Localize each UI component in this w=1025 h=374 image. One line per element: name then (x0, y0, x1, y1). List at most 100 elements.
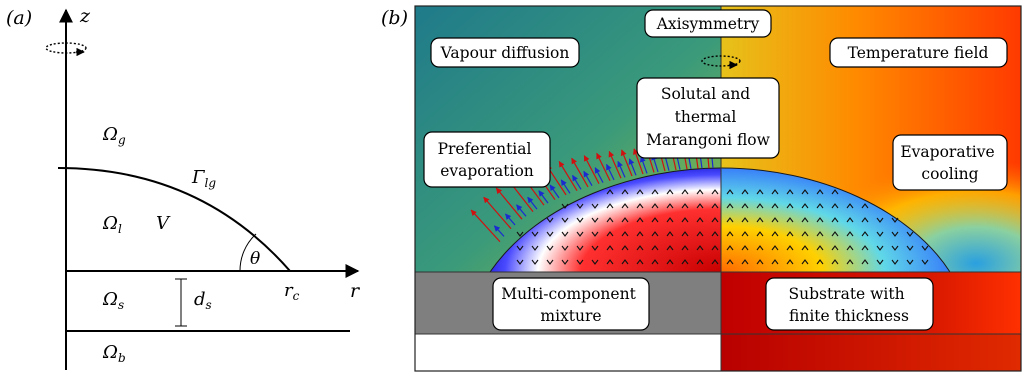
flux-arrow-blue (639, 155, 648, 174)
flow-chevron (816, 203, 824, 209)
flux-arrow-blue (538, 190, 549, 204)
omega-s-label: Ωs (102, 289, 124, 312)
flow-chevron (801, 217, 809, 223)
flow-chevron (636, 245, 644, 251)
flow-chevron (696, 217, 704, 223)
svg-text:Temperature field: Temperature field (848, 44, 989, 62)
flux-arrow-red (571, 157, 589, 188)
flow-chevron (756, 203, 764, 209)
flow-chevron (741, 189, 749, 195)
liquid-gas-interface (57, 167, 291, 272)
flow-chevron (651, 189, 659, 195)
rotation-symbol (45, 42, 87, 54)
panel-a-tag: (a) (6, 7, 32, 29)
omega-l-label: Ωl (102, 213, 122, 236)
flow-chevron (576, 245, 584, 251)
flux-arrow-red (470, 209, 501, 243)
label-multicomponent-mixture: Multi-component mixture (492, 277, 650, 331)
omega-g-label: Ωg (102, 124, 126, 147)
label-vapour-diffusion: Vapour diffusion (430, 37, 580, 68)
flux-arrow-red (583, 155, 600, 184)
flow-chevron (846, 231, 854, 237)
flow-chevron (771, 217, 779, 223)
flow-chevron (546, 245, 554, 251)
base-right (721, 334, 1021, 371)
flow-chevron (606, 203, 614, 209)
flow-chevron (606, 245, 614, 251)
flux-arrow-blue (606, 163, 615, 181)
flow-chevron (666, 231, 674, 237)
thickness-label: ds (194, 289, 212, 312)
flow-chevron (591, 259, 599, 265)
flow-chevron (801, 189, 809, 195)
flow-chevron (741, 259, 749, 265)
svg-text:Preferential evaporati: Preferential evaporation (438, 140, 537, 180)
flux-arrow-red (483, 196, 512, 230)
flow-chevron (666, 259, 674, 265)
flow-chevron (861, 245, 869, 251)
flow-chevron (561, 259, 569, 265)
flow-chevron (531, 259, 539, 265)
flow-chevron (891, 231, 899, 237)
flow-chevron (816, 259, 824, 265)
svg-text:Axisymmetry: Axisymmetry (656, 15, 760, 33)
marangoni-flow-arrows (516, 189, 929, 265)
flow-chevron (801, 203, 809, 209)
flux-arrow-blue (527, 196, 538, 210)
flow-chevron (561, 203, 569, 209)
flow-chevron (741, 245, 749, 251)
flux-arrow-blue (493, 225, 505, 237)
flow-chevron (696, 203, 704, 209)
flow-chevron (846, 217, 854, 223)
flow-chevron (696, 245, 704, 251)
flow-chevron (681, 245, 689, 251)
flow-chevron (876, 245, 884, 251)
flow-chevron (711, 231, 719, 237)
flow-chevron (831, 203, 839, 209)
flow-chevron (606, 189, 614, 195)
flow-chevron (876, 259, 884, 265)
flow-chevron (846, 245, 854, 251)
flow-chevron (726, 259, 734, 265)
flow-chevron (756, 231, 764, 237)
flow-chevron (681, 231, 689, 237)
flow-chevron (861, 259, 869, 265)
flow-chevron (681, 259, 689, 265)
flow-chevron (921, 245, 929, 251)
flow-chevron (921, 259, 929, 265)
flow-chevron (651, 217, 659, 223)
flow-chevron (786, 217, 794, 223)
flow-chevron (711, 259, 719, 265)
flow-chevron (861, 203, 869, 209)
svg-text:Multi-component mixtur: Multi-component mixture (501, 285, 641, 325)
flow-chevron (651, 259, 659, 265)
flow-chevron (636, 259, 644, 265)
flow-chevron (516, 259, 524, 265)
flow-chevron (591, 231, 599, 237)
flow-chevron (891, 217, 899, 223)
flow-chevron (906, 231, 914, 237)
label-temperature-field: Temperature field (829, 37, 1008, 68)
flow-chevron (906, 245, 914, 251)
flow-chevron (801, 245, 809, 251)
flow-chevron (816, 189, 824, 195)
flow-chevron (711, 203, 719, 209)
flow-chevron (726, 217, 734, 223)
panel-b: (b) Axisymmetry (381, 5, 1022, 372)
flow-chevron (786, 245, 794, 251)
flow-chevron (621, 203, 629, 209)
flux-arrow-blue (628, 158, 637, 176)
flow-chevron (756, 189, 764, 195)
flow-chevron (831, 245, 839, 251)
flow-chevron (876, 231, 884, 237)
flow-chevron (576, 231, 584, 237)
flow-chevron (666, 203, 674, 209)
flow-chevron (546, 231, 554, 237)
flow-chevron (726, 189, 734, 195)
flux-arrow-blue (594, 167, 604, 183)
flow-chevron (666, 217, 674, 223)
flow-chevron (561, 217, 569, 223)
droplet-right-half (721, 168, 950, 272)
flow-chevron (846, 203, 854, 209)
flux-arrow-red (620, 149, 633, 177)
